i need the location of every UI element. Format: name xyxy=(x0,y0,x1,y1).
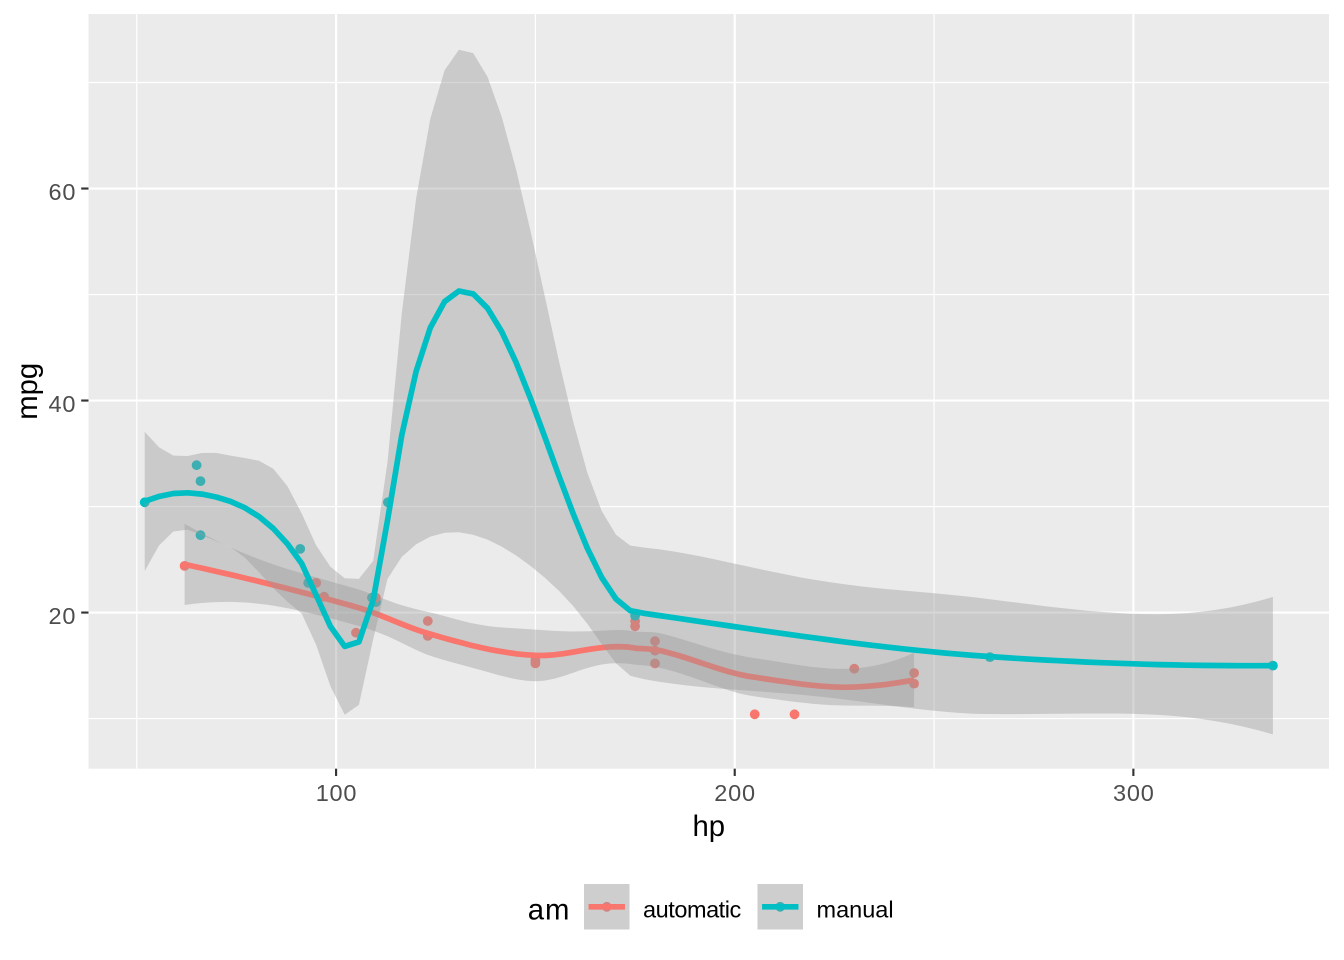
svg-text:100: 100 xyxy=(316,780,358,806)
svg-text:60: 60 xyxy=(49,179,77,205)
svg-text:automatic: automatic xyxy=(643,896,742,922)
svg-text:mpg: mpg xyxy=(11,363,44,420)
svg-text:200: 200 xyxy=(714,780,756,806)
svg-text:300: 300 xyxy=(1113,780,1155,806)
svg-text:am: am xyxy=(528,894,571,927)
svg-text:manual: manual xyxy=(817,896,894,922)
svg-text:hp: hp xyxy=(693,810,726,843)
svg-text:20: 20 xyxy=(49,603,77,629)
svg-text:40: 40 xyxy=(49,391,77,417)
